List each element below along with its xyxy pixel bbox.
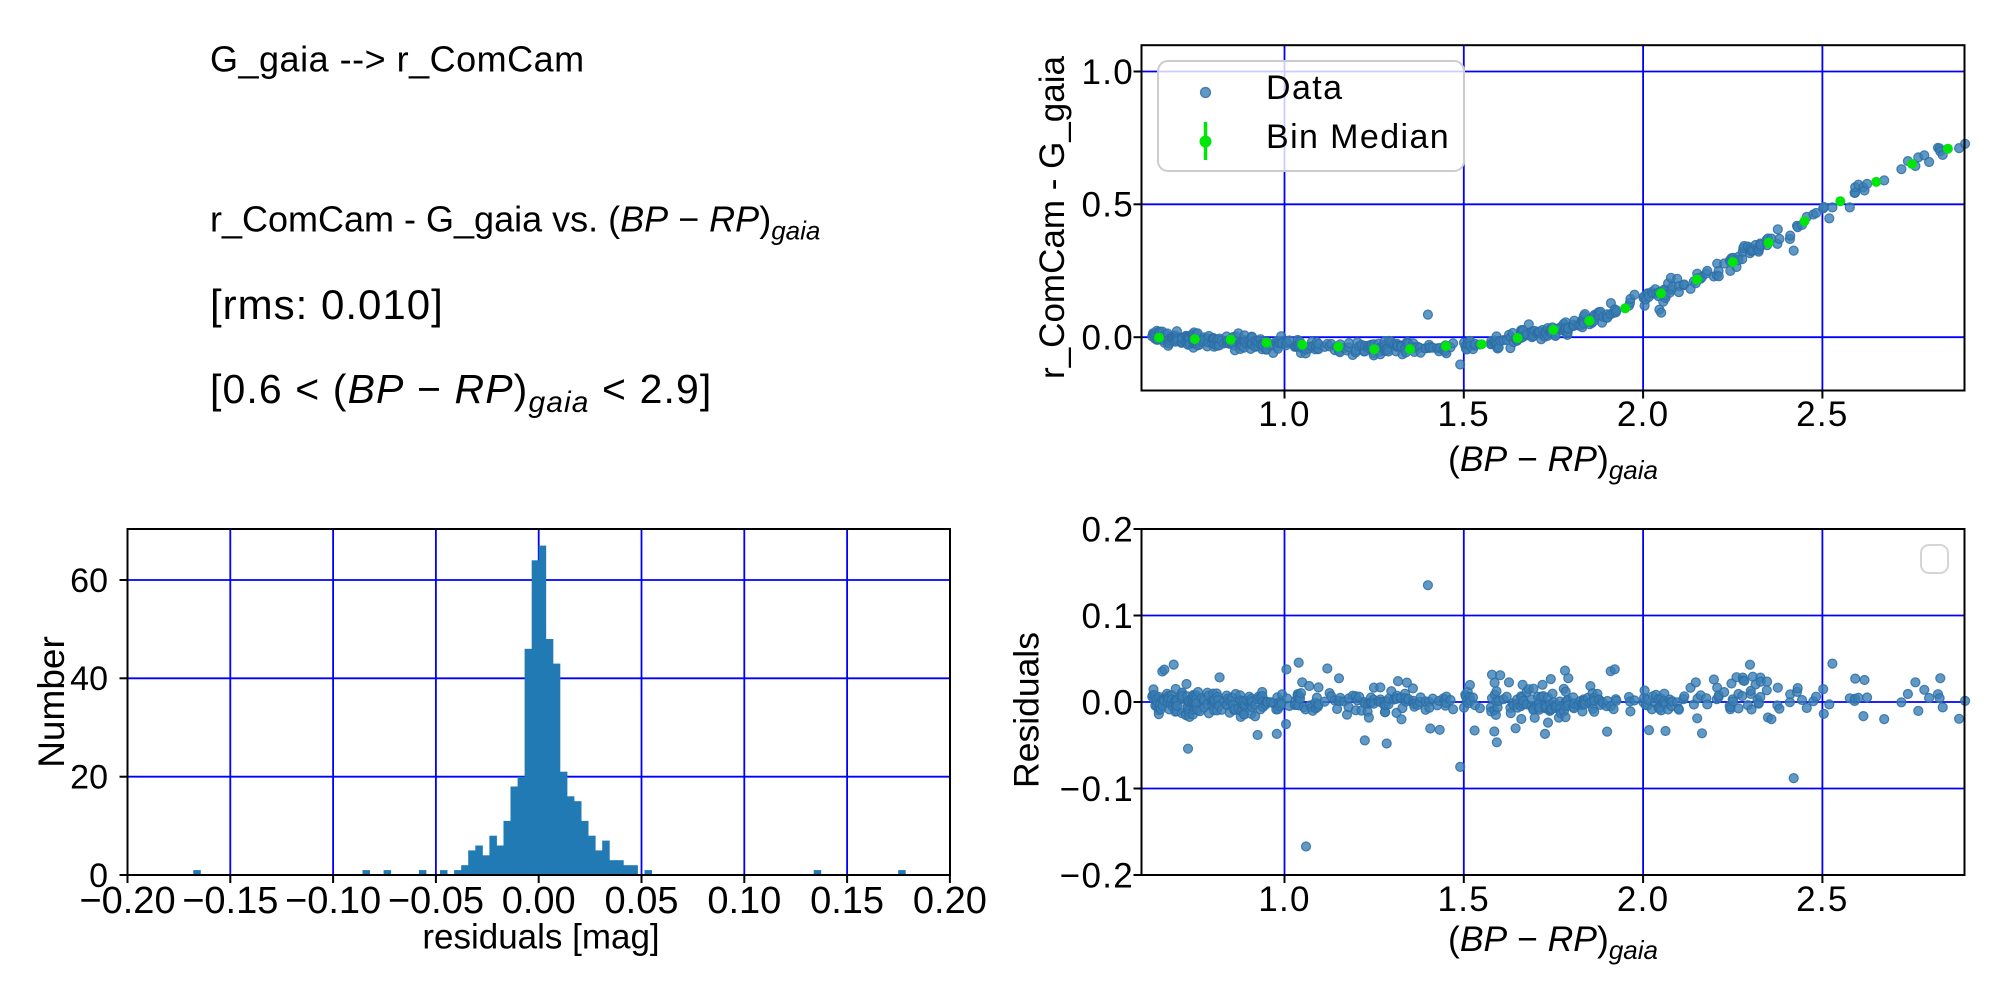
svg-text:Bin Median: Bin Median <box>1266 118 1450 156</box>
svg-text:60: 60 <box>70 562 108 600</box>
svg-text:1.0: 1.0 <box>1258 395 1311 434</box>
svg-text:Residuals: Residuals <box>1007 632 1047 788</box>
svg-text:0.5: 0.5 <box>1081 186 1134 225</box>
svg-text:residuals [mag]: residuals [mag] <box>422 918 659 957</box>
svg-text:40: 40 <box>70 660 108 698</box>
svg-text:Data: Data <box>1266 69 1343 107</box>
svg-text:[rms: 0.010]: [rms: 0.010] <box>210 281 444 328</box>
svg-text:−0.20: −0.20 <box>79 880 175 922</box>
svg-text:−0.2: −0.2 <box>1060 856 1134 895</box>
svg-text:2.5: 2.5 <box>1796 395 1849 434</box>
svg-text:0.0: 0.0 <box>1081 318 1134 357</box>
svg-text:0.00: 0.00 <box>502 880 576 922</box>
svg-text:2.0: 2.0 <box>1617 395 1670 434</box>
svg-text:2.0: 2.0 <box>1617 880 1670 919</box>
svg-text:−0.1: −0.1 <box>1060 770 1134 809</box>
svg-text:0.20: 0.20 <box>913 880 987 922</box>
svg-text:0.0: 0.0 <box>1081 683 1134 722</box>
svg-text:−0.10: −0.10 <box>285 880 381 922</box>
svg-text:[0.6 < (BP − RP)gaia < 2.9]: [0.6 < (BP − RP)gaia < 2.9] <box>210 366 712 419</box>
svg-text:1.5: 1.5 <box>1438 880 1491 919</box>
svg-text:r_ComCam - G_gaia: r_ComCam - G_gaia <box>1033 56 1072 379</box>
svg-text:20: 20 <box>70 759 108 797</box>
svg-text:0.2: 0.2 <box>1081 510 1134 549</box>
svg-text:1.5: 1.5 <box>1438 395 1491 434</box>
svg-text:0.10: 0.10 <box>707 880 781 922</box>
svg-text:2.5: 2.5 <box>1796 880 1849 919</box>
svg-text:G_gaia --> r_ComCam: G_gaia --> r_ComCam <box>210 39 585 80</box>
svg-text:−0.05: −0.05 <box>388 880 484 922</box>
svg-text:0: 0 <box>89 857 108 895</box>
svg-text:Number: Number <box>31 636 72 768</box>
svg-text:r_ComCam - G_gaia vs. (BP − RP: r_ComCam - G_gaia vs. (BP − RP)gaia <box>210 199 820 246</box>
svg-text:1.0: 1.0 <box>1081 53 1134 92</box>
svg-text:0.1: 0.1 <box>1081 597 1134 636</box>
svg-text:1.0: 1.0 <box>1258 880 1311 919</box>
svg-text:(BP − RP)gaia: (BP − RP)gaia <box>1448 919 1658 965</box>
svg-text:0.15: 0.15 <box>810 880 884 922</box>
svg-text:0.05: 0.05 <box>605 880 679 922</box>
svg-text:−0.15: −0.15 <box>182 880 278 922</box>
